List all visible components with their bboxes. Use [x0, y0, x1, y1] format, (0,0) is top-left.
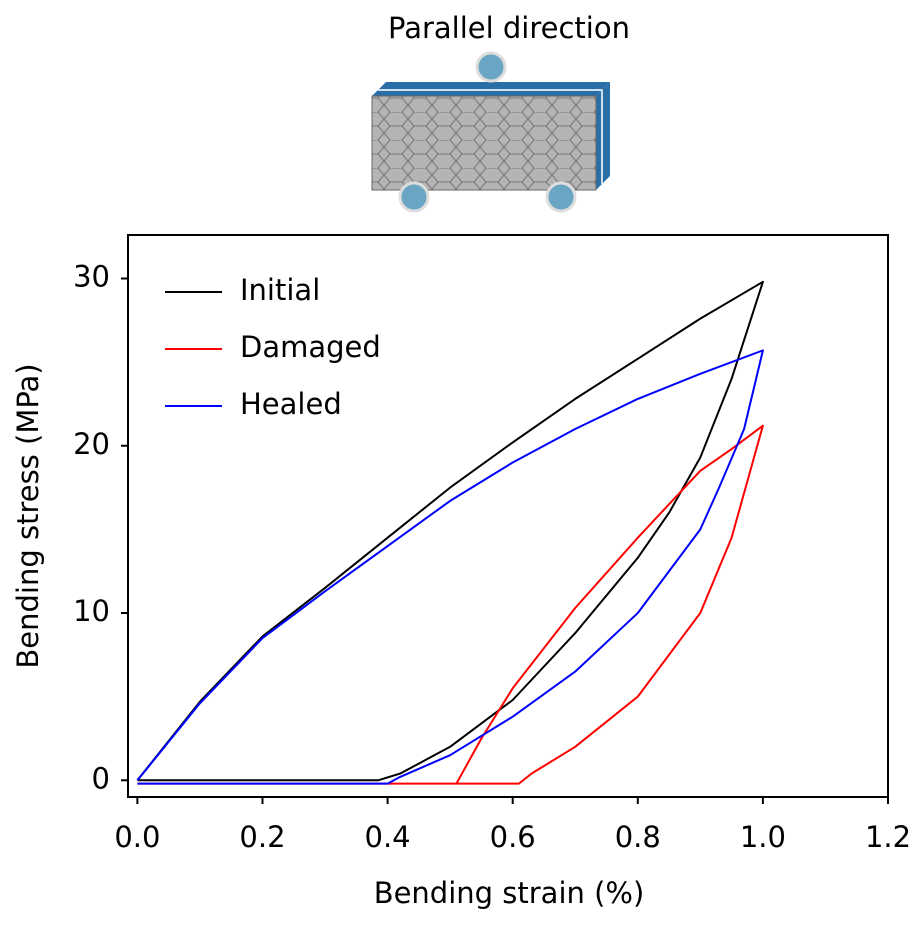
data-line: [136, 280, 764, 782]
y-axis-label: Bending stress (MPa): [11, 363, 45, 668]
data-line: [136, 349, 764, 785]
x-tick-label: 0.4: [365, 820, 411, 854]
y-tick-label: 30: [73, 259, 110, 293]
legend-label: Healed: [240, 387, 342, 421]
x-tick-label: 1.2: [865, 820, 911, 854]
y-tick-label: 10: [73, 594, 110, 628]
schematic: [371, 51, 610, 213]
y-tick-label: 20: [73, 427, 110, 461]
plot-frame: [127, 234, 889, 798]
x-tick-label: 0.0: [114, 820, 160, 854]
data-line: [137, 424, 764, 785]
x-tick-label: 0.8: [615, 820, 661, 854]
x-axis-label: Bending strain (%): [374, 876, 645, 910]
legend-label: Initial: [240, 273, 320, 307]
x-tick-label: 0.6: [490, 820, 536, 854]
x-tick-label: 1.0: [740, 820, 786, 854]
legend-label: Damaged: [240, 330, 381, 364]
x-tick-label: 0.2: [239, 820, 285, 854]
y-tick-label: 0: [92, 761, 110, 795]
chart-title: Parallel direction: [388, 11, 630, 45]
